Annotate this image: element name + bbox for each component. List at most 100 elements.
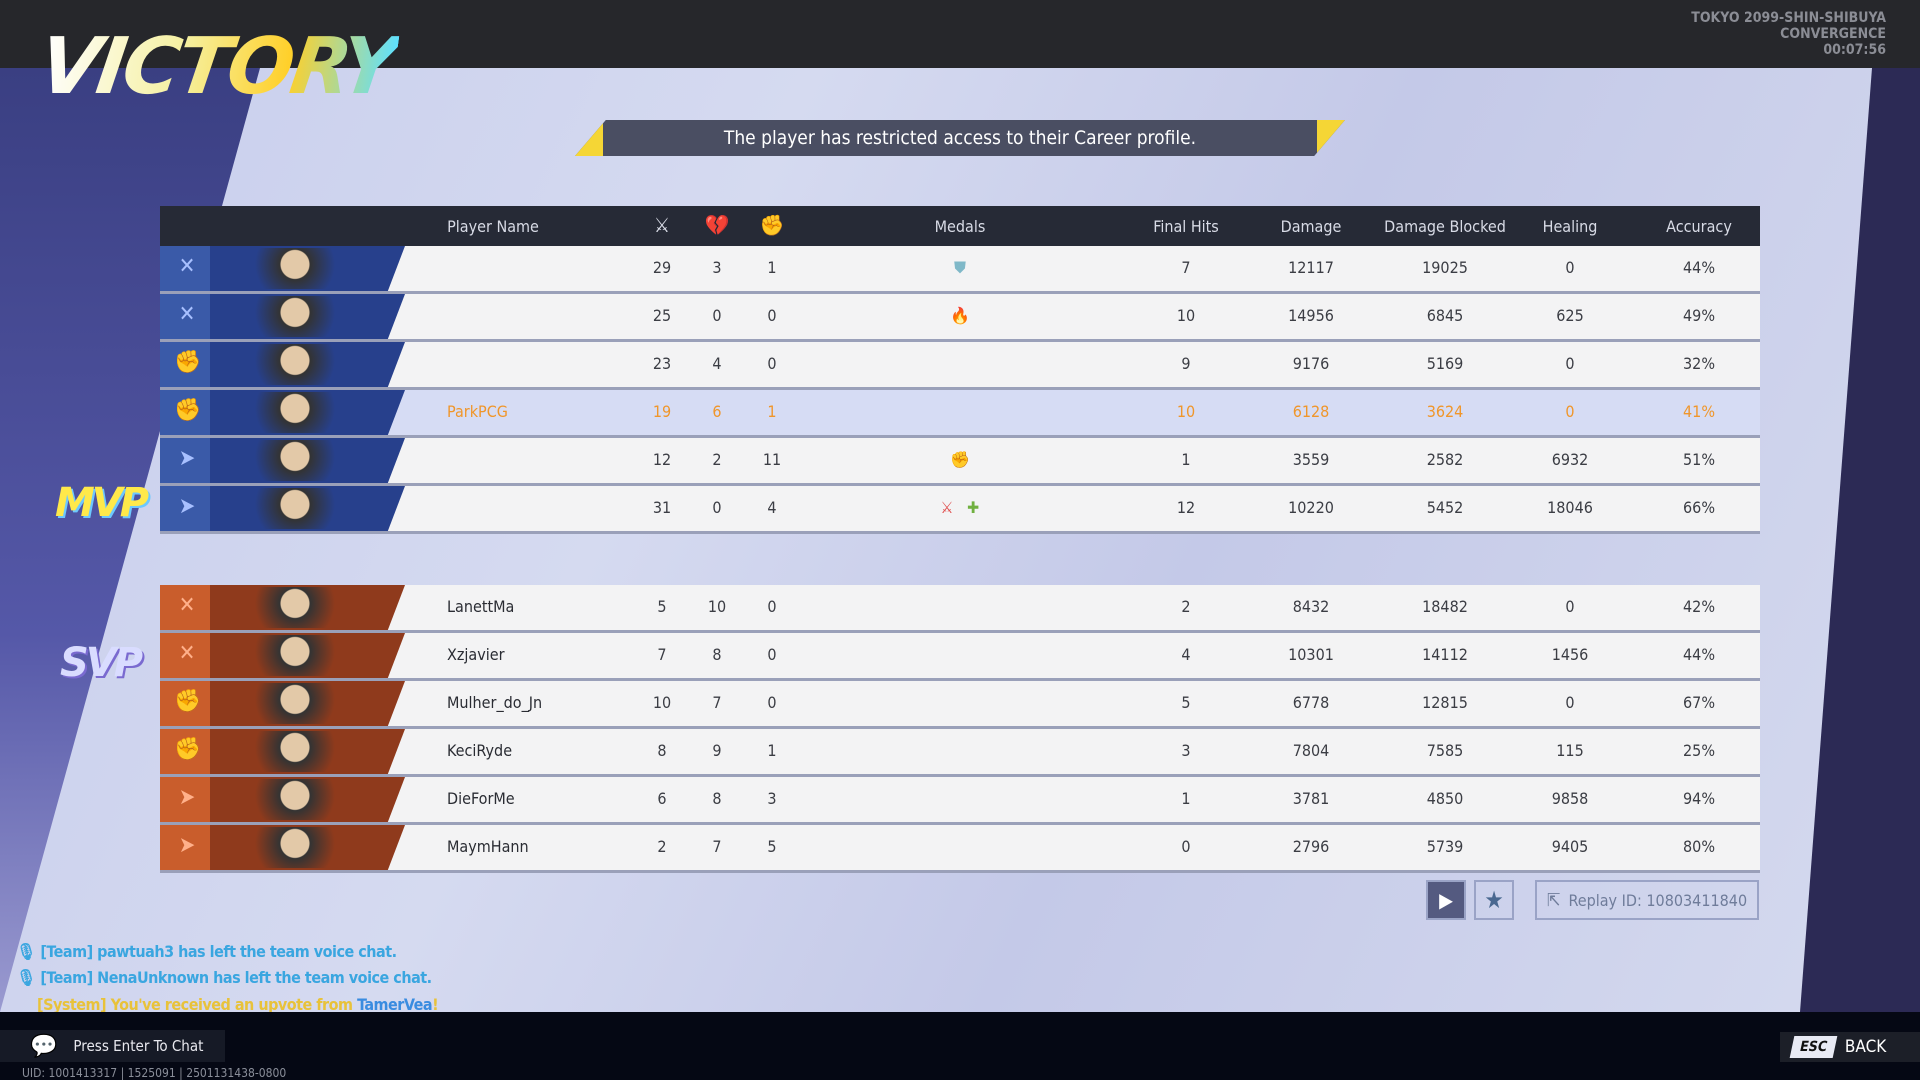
stat-dmg: 7804 — [1292, 741, 1330, 760]
hero-portrait-panel: ✕ — [160, 585, 405, 630]
match-time: 00:07:56 — [1823, 42, 1886, 58]
hero-portrait — [230, 488, 360, 529]
hero-portrait — [230, 440, 360, 481]
chat-line-system: [System] You've received an upvote from … — [37, 995, 439, 1014]
stat-k: 12 — [652, 450, 672, 469]
stat-fh: 5 — [1181, 693, 1191, 712]
hero-portrait — [230, 827, 360, 868]
col-final-hits: Final Hits — [1153, 217, 1219, 236]
scoreboard: Player Name ⚔ 💔 ✊ Medals Final Hits Dama… — [160, 206, 1760, 873]
stat-a: 0 — [767, 354, 777, 373]
stat-a: 0 — [767, 306, 777, 325]
stat-dmg: 2796 — [1292, 837, 1330, 856]
stat-a: 3 — [767, 789, 777, 808]
stat-k: 10 — [652, 693, 672, 712]
stat-blk: 14112 — [1422, 645, 1468, 664]
stat-k: 25 — [652, 306, 672, 325]
stat-acc: 32% — [1683, 354, 1715, 373]
hero-portrait — [230, 392, 360, 433]
stat-blk: 12815 — [1422, 693, 1468, 712]
stat-fh: 1 — [1181, 789, 1191, 808]
player-row[interactable]: ➤ 31 0 4 12 10220 5452 18046 66% ⚔ ✚ — [160, 486, 1760, 534]
player-name[interactable]: Mulher_do_Jn — [447, 693, 543, 712]
map-name: TOKYO 2099-SHIN-SHIBUYA — [1691, 10, 1886, 26]
stat-k: 6 — [657, 789, 667, 808]
stat-acc: 67% — [1683, 693, 1715, 712]
stat-heal: 1456 — [1551, 645, 1589, 664]
bottom-bar — [0, 1012, 1920, 1080]
chat-line: 🎙 [Team] pawtuah3 has left the team voic… — [16, 942, 397, 961]
stat-acc: 41% — [1683, 402, 1715, 421]
chat-input-prompt[interactable]: 💬 Press Enter To Chat — [0, 1030, 225, 1062]
chat-text: [Team] pawtuah3 has left the team voice … — [40, 942, 397, 961]
strategist-role-icon: ➤ — [178, 494, 196, 519]
player-row[interactable]: ✕ 25 0 0 10 14956 6845 625 49% 🔥 — [160, 294, 1760, 342]
hero-portrait-panel: ✊ — [160, 342, 405, 387]
stat-blk: 18482 — [1422, 597, 1468, 616]
player-row[interactable]: ➤ DieForMe 6 8 3 1 3781 4850 9858 94% — [160, 777, 1760, 825]
stat-fh: 0 — [1181, 837, 1191, 856]
chat-line: 🎙 [Team] NenaUnknown has left the team v… — [16, 968, 432, 987]
stat-heal: 0 — [1565, 597, 1575, 616]
stat-fh: 9 — [1181, 354, 1191, 373]
stat-a: 1 — [767, 402, 777, 421]
player-name[interactable]: LanettMa — [447, 597, 515, 616]
stat-heal: 0 — [1565, 693, 1575, 712]
favorite-button[interactable]: ★ — [1474, 880, 1514, 920]
stat-fh: 7 — [1181, 258, 1191, 277]
stat-a: 0 — [767, 693, 777, 712]
player-name[interactable]: MaymHann — [447, 837, 529, 856]
hero-portrait — [230, 731, 360, 772]
player-name[interactable]: ParkPCG — [447, 402, 508, 421]
player-row[interactable]: ✕ Xzjavier 7 8 0 4 10301 14112 1456 44% — [160, 633, 1760, 681]
stat-blk: 19025 — [1422, 258, 1468, 277]
stat-acc: 42% — [1683, 597, 1715, 616]
hero-portrait — [230, 296, 360, 337]
map-mode: CONVERGENCE — [1780, 26, 1886, 42]
stat-fh: 12 — [1176, 498, 1196, 517]
stat-blk: 2582 — [1426, 450, 1464, 469]
stat-k: 19 — [652, 402, 672, 421]
right-background-band — [1800, 68, 1920, 1012]
player-row[interactable]: ✕ 29 3 1 7 12117 19025 0 44% ⛊ — [160, 246, 1760, 294]
replay-id-button[interactable]: ⇱ Replay ID: 10803411840 — [1535, 880, 1759, 920]
chat-text: [System] You've received an upvote from — [37, 995, 353, 1014]
mvp-badge: MVP — [55, 480, 149, 526]
stat-acc: 66% — [1683, 498, 1715, 517]
back-label: BACK — [1844, 1037, 1887, 1057]
hero-portrait — [230, 248, 360, 289]
play-icon: ▶ — [1439, 888, 1453, 912]
stat-heal: 625 — [1556, 306, 1584, 325]
player-row[interactable]: ✊ KeciRyde 8 9 1 3 7804 7585 115 25% — [160, 729, 1760, 777]
hero-portrait-panel: ✊ — [160, 390, 405, 435]
player-row[interactable]: ➤ MaymHann 2 7 5 0 2796 5739 9405 80% — [160, 825, 1760, 873]
back-button[interactable]: ESC BACK — [1780, 1032, 1920, 1062]
stat-dmg: 12117 — [1288, 258, 1334, 277]
player-name[interactable]: KeciRyde — [447, 741, 513, 760]
player-row[interactable]: ✊ ParkPCG 19 6 1 10 6128 3624 0 41% — [160, 390, 1760, 438]
vanguard-role-icon: ✕ — [178, 641, 196, 666]
player-row[interactable]: ✊ 23 4 0 9 9176 5169 0 32% — [160, 342, 1760, 390]
player-row[interactable]: ✊ Mulher_do_Jn 10 7 0 5 6778 12815 0 67% — [160, 681, 1760, 729]
strategist-role-icon: ➤ — [178, 785, 196, 810]
stat-acc: 80% — [1683, 837, 1715, 856]
stat-d: 8 — [712, 789, 722, 808]
stat-a: 0 — [767, 645, 777, 664]
hero-portrait — [230, 344, 360, 385]
player-row[interactable]: ➤ 12 2 11 1 3559 2582 6932 51% ✊ — [160, 438, 1760, 486]
play-replay-button[interactable]: ▶ — [1426, 880, 1466, 920]
chat-username[interactable]: TamerVea — [357, 995, 433, 1014]
stat-blk: 5739 — [1426, 837, 1464, 856]
stat-d: 7 — [712, 693, 722, 712]
player-row[interactable]: ✕ LanettMa 5 10 0 2 8432 18482 0 42% — [160, 585, 1760, 633]
stat-d: 6 — [712, 402, 722, 421]
chat-text: [Team] NenaUnknown has left the team voi… — [40, 968, 432, 987]
stat-fh: 10 — [1176, 306, 1196, 325]
player-name[interactable]: Xzjavier — [447, 645, 505, 664]
flame-medal-icon: 🔥 — [950, 306, 970, 325]
player-name[interactable]: DieForMe — [447, 789, 515, 808]
stat-dmg: 9176 — [1292, 354, 1330, 373]
stat-blk: 3624 — [1426, 402, 1464, 421]
col-damage-blocked: Damage Blocked — [1384, 217, 1506, 236]
hero-portrait-panel: ➤ — [160, 438, 405, 483]
